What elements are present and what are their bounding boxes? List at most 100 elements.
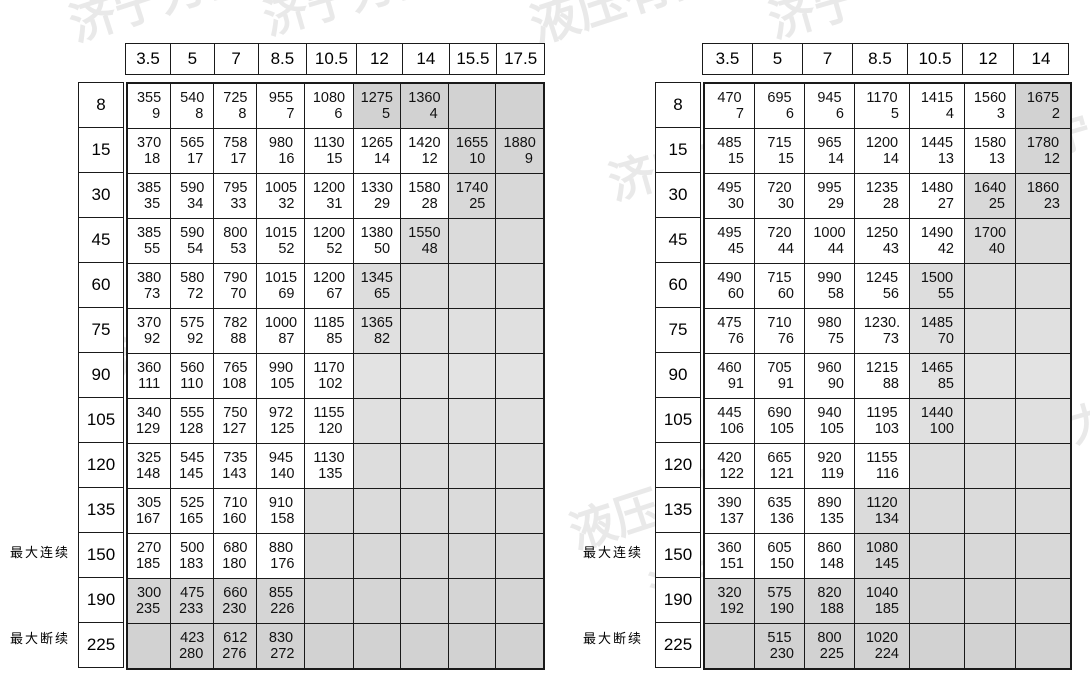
table-cell — [495, 533, 545, 579]
cell-secondary-value: 52 — [278, 240, 295, 257]
cell-primary-value: 720 — [767, 224, 792, 241]
cell-primary-value: 750 — [223, 404, 248, 421]
table-cell: 830 272 — [256, 623, 306, 670]
table-cell — [400, 623, 449, 670]
column-header-cell: 12 — [962, 43, 1014, 75]
row-header-row: 120 — [78, 442, 124, 488]
cell-secondary-value: 6 — [835, 105, 844, 122]
cell-secondary-value: 91 — [727, 375, 744, 392]
table-cell: 423 280 — [170, 623, 215, 670]
cell-secondary-value: 7 — [286, 105, 295, 122]
cell-secondary-value: 85 — [937, 375, 954, 392]
table-cell: 715 15 — [754, 128, 805, 174]
table-row: 420 122 665 121 920 119 1155 116 — [703, 443, 1072, 489]
table-cell: 758 17 — [213, 128, 258, 174]
row-header-row: 45 — [78, 217, 124, 263]
table-cell — [495, 263, 545, 309]
table-cell — [1015, 623, 1072, 670]
cell-primary-value: 1000 — [264, 314, 298, 331]
table-cell: 1655 10 — [447, 128, 497, 174]
left-table-body: 355 9 540 8 725 8 955 7 1080 6 1275 5 1360 4 370 18 565 1… — [126, 82, 545, 670]
table-row: 460 91 705 91 960 90 1215 88 1465 85 — [703, 353, 1072, 399]
cell-secondary-value: 10 — [469, 150, 486, 167]
cell-primary-value: 270 — [136, 539, 162, 556]
table-cell: 940 105 — [804, 398, 855, 444]
table-cell: 340 129 — [126, 398, 172, 444]
row-header-row: 45 — [655, 217, 701, 263]
cell-primary-value: 380 — [136, 269, 162, 286]
cell-primary-value: 1170 — [313, 359, 345, 376]
row-header-cell: 8 — [78, 82, 124, 128]
cell-primary-value: 1230. — [863, 314, 901, 331]
cell-secondary-value: 233 — [179, 600, 204, 617]
cell-secondary-value: 12 — [421, 150, 438, 167]
table-cell: 1580 13 — [964, 128, 1016, 174]
cell-primary-value: 1420 — [408, 134, 441, 151]
table-cell — [400, 578, 449, 624]
cell-primary-value: 355 — [136, 89, 162, 106]
table-cell — [352, 488, 402, 534]
table-cell — [352, 578, 402, 624]
column-header-cell: 15.5 — [448, 43, 498, 75]
row-header-row: 225 — [78, 622, 124, 668]
table-cell — [495, 308, 545, 354]
cell-primary-value: 1130 — [313, 449, 345, 466]
row-header-cell: 60 — [655, 262, 701, 308]
table-cell — [447, 218, 497, 264]
table-cell — [400, 443, 449, 489]
table-row: 360 111 560 110 765 108 990 105 1170 102 — [126, 353, 545, 399]
cell-primary-value: 1380 — [360, 224, 393, 241]
cell-secondary-value: 135 — [819, 510, 844, 527]
cell-secondary-value: 45 — [727, 240, 744, 257]
cell-secondary-value: 225 — [819, 645, 844, 662]
left-table-column-header: 3.5 5 7 8.5 10.5 12 14 15.5 17.5 — [124, 43, 545, 75]
cell-primary-value: 710 — [223, 494, 248, 511]
cell-secondary-value: 140 — [270, 465, 295, 482]
table-cell: 420 122 — [703, 443, 755, 489]
cell-primary-value: 855 — [268, 584, 294, 601]
cell-secondary-value: 150 — [769, 555, 794, 572]
cell-secondary-value: 127 — [222, 420, 247, 437]
cell-primary-value: 485 — [717, 134, 742, 151]
cell-primary-value: 305 — [136, 494, 162, 511]
cell-primary-value: 540 — [180, 89, 205, 106]
cell-secondary-value: 230 — [769, 645, 794, 662]
cell-primary-value: 1215 — [865, 359, 899, 376]
column-header-cell: 12 — [355, 43, 404, 75]
cell-secondary-value: 226 — [270, 600, 295, 617]
table-cell: 355 9 — [126, 82, 172, 129]
cell-primary-value: 1560 — [973, 89, 1007, 106]
table-cell: 635 136 — [754, 488, 805, 534]
cell-secondary-value: 5 — [382, 105, 391, 122]
table-cell: 360 151 — [703, 533, 755, 579]
table-cell: 1550 48 — [400, 218, 449, 264]
table-cell — [352, 443, 402, 489]
table-cell: 1015 69 — [256, 263, 306, 309]
cell-secondary-value: 43 — [882, 240, 899, 257]
cell-primary-value: 515 — [767, 629, 792, 646]
cell-primary-value: 1200 — [865, 134, 899, 151]
table-cell: 860 148 — [804, 533, 855, 579]
table-cell — [1015, 488, 1072, 534]
table-cell: 1490 42 — [909, 218, 965, 264]
table-cell: 1345 65 — [352, 263, 402, 309]
table-cell: 1170 102 — [304, 353, 354, 399]
table-cell: 360 111 — [126, 353, 172, 399]
cell-secondary-value: 165 — [179, 510, 204, 527]
row-header-row: 8 — [78, 82, 124, 128]
cell-secondary-value: 72 — [187, 285, 204, 302]
table-cell: 790 70 — [213, 263, 258, 309]
cell-secondary-value: 6 — [334, 105, 343, 122]
cell-primary-value: 1485 — [920, 314, 954, 331]
row-header-row: 105 — [78, 397, 124, 443]
cell-secondary-value: 185 — [135, 555, 161, 572]
table-row: 495 30 720 30 995 29 1235 28 1480 27 1640 25 1860 23 — [703, 173, 1072, 219]
cell-primary-value: 795 — [223, 179, 248, 196]
cell-secondary-value: 102 — [318, 375, 343, 392]
cell-secondary-value: 110 — [180, 375, 204, 392]
row-header-row: 190 — [78, 577, 124, 623]
cell-secondary-value: 8 — [195, 105, 204, 122]
cell-secondary-value: 32 — [278, 195, 295, 212]
cell-primary-value: 1250 — [865, 224, 899, 241]
table-cell: 1485 70 — [909, 308, 965, 354]
